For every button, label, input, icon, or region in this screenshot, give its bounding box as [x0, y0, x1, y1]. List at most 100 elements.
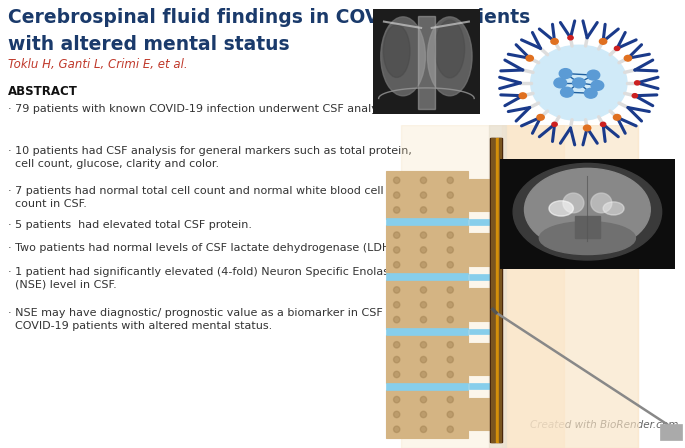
Circle shape	[624, 56, 632, 61]
Circle shape	[393, 287, 400, 293]
Circle shape	[421, 316, 427, 323]
Circle shape	[421, 411, 427, 418]
Circle shape	[447, 232, 453, 238]
Circle shape	[393, 302, 400, 308]
Bar	[386, 225, 468, 274]
Text: Created with BioRender.com: Created with BioRender.com	[530, 420, 678, 430]
Circle shape	[393, 247, 400, 253]
Circle shape	[552, 122, 557, 126]
Ellipse shape	[563, 193, 584, 213]
Circle shape	[421, 426, 427, 432]
Bar	[386, 273, 468, 280]
Bar	[469, 219, 490, 225]
Text: · 79 patients with known COVID-19 infection underwent CSF analysis: · 79 patients with known COVID-19 infect…	[8, 104, 393, 114]
Ellipse shape	[427, 17, 472, 96]
Bar	[386, 335, 468, 383]
Circle shape	[603, 202, 624, 215]
Circle shape	[554, 78, 566, 88]
Polygon shape	[502, 125, 638, 448]
Circle shape	[584, 125, 590, 131]
Circle shape	[421, 207, 427, 213]
Ellipse shape	[381, 17, 425, 96]
Circle shape	[559, 69, 572, 78]
Circle shape	[393, 411, 400, 418]
Bar	[499, 138, 501, 442]
Circle shape	[519, 93, 527, 99]
Circle shape	[393, 262, 400, 268]
Circle shape	[447, 316, 453, 323]
Bar	[507, 125, 564, 448]
Circle shape	[393, 207, 400, 213]
Circle shape	[421, 287, 427, 293]
Circle shape	[599, 39, 607, 44]
Circle shape	[584, 88, 597, 98]
Text: Toklu H, Ganti L, Crimi E, et al.: Toklu H, Ganti L, Crimi E, et al.	[8, 58, 188, 71]
Bar	[491, 138, 495, 442]
Bar	[660, 424, 682, 440]
Circle shape	[421, 262, 427, 268]
Circle shape	[447, 371, 453, 378]
Circle shape	[531, 46, 627, 120]
Circle shape	[393, 396, 400, 403]
Circle shape	[447, 192, 453, 198]
Bar	[469, 274, 490, 280]
Circle shape	[447, 411, 453, 418]
Bar	[469, 289, 490, 321]
Circle shape	[447, 396, 453, 403]
Ellipse shape	[525, 168, 650, 251]
Bar	[469, 233, 490, 266]
Circle shape	[537, 115, 545, 120]
Circle shape	[613, 115, 621, 120]
Bar	[386, 328, 468, 335]
Text: Cerebrospinal fluid findings in COVID-19 patients: Cerebrospinal fluid findings in COVID-19…	[8, 8, 530, 27]
Circle shape	[632, 94, 638, 98]
Bar	[386, 390, 468, 438]
Ellipse shape	[513, 164, 662, 260]
Circle shape	[421, 247, 427, 253]
Circle shape	[447, 302, 453, 308]
Circle shape	[421, 232, 427, 238]
Circle shape	[634, 81, 640, 85]
Circle shape	[421, 341, 427, 348]
Circle shape	[447, 357, 453, 363]
Circle shape	[447, 177, 453, 184]
Bar	[469, 179, 490, 211]
Ellipse shape	[435, 20, 464, 78]
Bar	[469, 329, 490, 335]
Circle shape	[447, 287, 453, 293]
Bar	[418, 16, 435, 109]
Circle shape	[393, 357, 400, 363]
Bar	[489, 125, 506, 448]
Circle shape	[587, 70, 600, 80]
Circle shape	[591, 81, 603, 90]
Bar	[496, 138, 499, 442]
Text: · 10 patients had CSF analysis for general markers such as total protein,
  cell: · 10 patients had CSF analysis for gener…	[8, 146, 412, 169]
Circle shape	[393, 371, 400, 378]
Circle shape	[447, 426, 453, 432]
Bar	[386, 280, 468, 329]
Circle shape	[393, 316, 400, 323]
Circle shape	[393, 192, 400, 198]
Circle shape	[551, 39, 558, 44]
Circle shape	[393, 426, 400, 432]
Circle shape	[573, 78, 585, 88]
Bar	[469, 383, 490, 389]
Circle shape	[421, 177, 427, 184]
Circle shape	[601, 122, 606, 126]
Text: with altered mental status: with altered mental status	[8, 35, 290, 54]
Text: · Two patients had normal levels of CSF lactate dehydrogenase (LDH): · Two patients had normal levels of CSF …	[8, 243, 395, 253]
Circle shape	[421, 192, 427, 198]
Bar	[469, 343, 490, 375]
Text: SARS COV-2: SARS COV-2	[573, 183, 651, 196]
Circle shape	[421, 396, 427, 403]
Circle shape	[421, 371, 427, 378]
Circle shape	[549, 201, 573, 216]
Text: · NSE may have diagnostic/ prognostic value as a biomarker in CSF for
  COVID-19: · NSE may have diagnostic/ prognostic va…	[8, 308, 401, 331]
Circle shape	[447, 207, 453, 213]
Circle shape	[568, 36, 573, 40]
Bar	[386, 171, 468, 219]
Ellipse shape	[539, 222, 636, 254]
Circle shape	[393, 177, 400, 184]
Circle shape	[447, 247, 453, 253]
Circle shape	[526, 56, 534, 61]
